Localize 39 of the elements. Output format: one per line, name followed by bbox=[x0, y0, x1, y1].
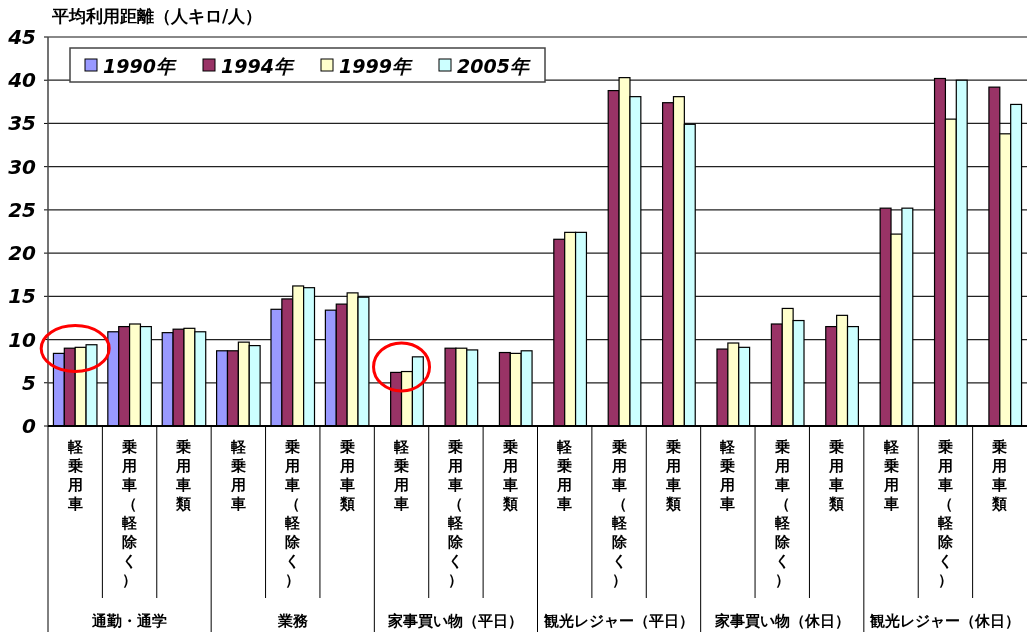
x-tick-label: 軽乗用車 bbox=[557, 438, 573, 513]
x-tick-label: 乗用車類 bbox=[502, 438, 518, 513]
x-tick-label: 乗用車（軽除く） bbox=[448, 438, 464, 589]
text: 家事買い物（平日） bbox=[387, 612, 524, 630]
x-tick-label: 乗用車類 bbox=[339, 438, 355, 513]
y-tick-label: 10 bbox=[8, 327, 37, 352]
legend-label: 1999年 bbox=[339, 55, 413, 77]
y-axis-title: 平均利用距離（人キロ/人） bbox=[51, 6, 263, 26]
legend-label: 2005年 bbox=[457, 55, 531, 77]
y-tick-label: 45 bbox=[7, 25, 36, 49]
x-tick-label: 乗用車類 bbox=[829, 438, 845, 513]
x-tick-label: 乗用車類 bbox=[992, 438, 1008, 513]
text: 家事買い物（休日） bbox=[713, 612, 850, 630]
y-tick-label: 20 bbox=[8, 241, 37, 266]
text: 観光レジャー（休日） bbox=[869, 612, 1021, 630]
y-tick-label: 40 bbox=[7, 68, 37, 93]
legend-label: 1994年 bbox=[221, 55, 295, 77]
y-tick-label: 25 bbox=[8, 197, 36, 222]
x-tick-label: 乗用車（軽除く） bbox=[122, 438, 138, 589]
text: 観光レジャー（平日） bbox=[543, 612, 695, 630]
x-tick-label: 乗用車類 bbox=[176, 438, 192, 513]
x-tick-label: 軽乗用車 bbox=[67, 438, 83, 513]
x-tick-label: 乗用車（軽除く） bbox=[285, 438, 301, 589]
x-tick-label: 軽乗用車 bbox=[230, 438, 246, 513]
x-tick-label: 軽乗用車 bbox=[394, 438, 410, 513]
x-tick-label: 乗用車類 bbox=[665, 438, 681, 513]
text: 通勤・通学 bbox=[91, 612, 168, 630]
text: 業務 bbox=[276, 612, 309, 630]
x-tick-label: 乗用車（軽除く） bbox=[937, 438, 953, 589]
x-tick-label: 軽乗用車 bbox=[883, 438, 899, 513]
y-tick-label: 30 bbox=[8, 154, 37, 179]
x-tick-label: 軽乗用車 bbox=[720, 438, 736, 513]
x-tick-label: 乗用車（軽除く） bbox=[774, 438, 790, 589]
y-tick-label: 5 bbox=[22, 370, 36, 395]
y-tick-label: 15 bbox=[8, 284, 36, 309]
y-tick-label: 35 bbox=[8, 111, 36, 136]
y-tick-label: 0 bbox=[22, 414, 37, 438]
legend-label: 1990年 bbox=[103, 55, 177, 77]
x-tick-label: 乗用車（軽除く） bbox=[611, 438, 627, 589]
